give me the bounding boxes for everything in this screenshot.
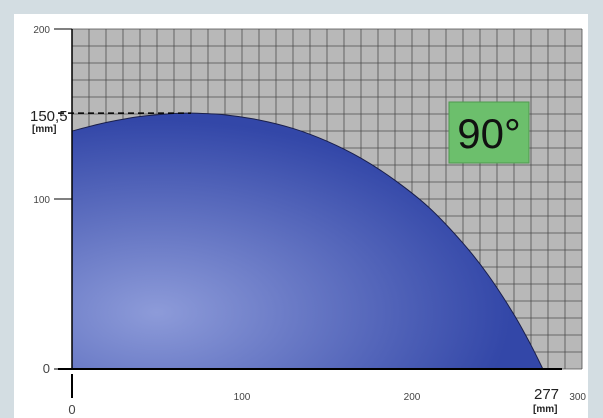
annotations: 150,5 [mm] 277 [mm] bbox=[30, 108, 559, 415]
x-tick-label: 200 bbox=[404, 392, 421, 403]
reach-area bbox=[72, 113, 543, 369]
max-height-unit: [mm] bbox=[32, 124, 56, 135]
max-height-label: 150,5 bbox=[30, 108, 68, 125]
reach-curve-edge bbox=[71, 112, 544, 370]
x-tick-label: 300 bbox=[569, 392, 586, 403]
y-tick-label: 200 bbox=[33, 25, 50, 36]
x-tick-label: 100 bbox=[234, 392, 251, 403]
max-reach-label: 277 bbox=[534, 386, 559, 403]
x-tick-label: 0 bbox=[68, 402, 75, 417]
max-reach-unit: [mm] bbox=[533, 404, 557, 415]
y-tick-label: 100 bbox=[33, 195, 50, 206]
angle-badge: 90° bbox=[448, 101, 530, 164]
angle-badge-box bbox=[448, 101, 530, 164]
tick-labels: 0 100 200 300 0 100 200 bbox=[33, 25, 586, 417]
y-tick-label: 0 bbox=[43, 361, 50, 376]
angle-label: 90° bbox=[457, 110, 521, 157]
